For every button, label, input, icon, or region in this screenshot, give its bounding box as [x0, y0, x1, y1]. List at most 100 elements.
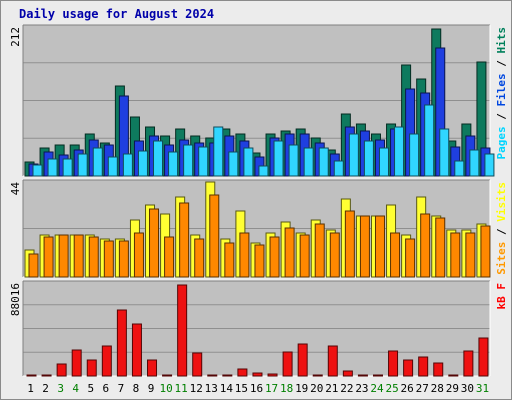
- x-tick-label: 7: [118, 382, 125, 395]
- y-max-label: 88016: [9, 283, 22, 316]
- legend-hits: Hits: [495, 27, 508, 54]
- bar-sites-day-undefined: [194, 238, 205, 278]
- legend: Sites / Visits: [495, 182, 508, 275]
- bar-kbytes-day-undefined: [237, 368, 248, 377]
- bar-pages-day-15: [243, 147, 254, 177]
- x-tick-label: 20: [310, 382, 323, 395]
- bar-sites-day-undefined: [118, 240, 129, 278]
- bar-pages-day-31: [484, 153, 495, 177]
- bar-pages-day-2: [47, 158, 58, 177]
- panel-2: 44 Sites / Visits: [9, 179, 508, 278]
- bar-kbytes-day-undefined: [448, 374, 459, 377]
- bar-kbytes-day-undefined: [327, 345, 338, 377]
- chart-title: Daily usage for August 2024: [19, 7, 214, 21]
- bar-pages-day-14: [228, 151, 239, 177]
- bar-pages-day-29: [454, 160, 465, 177]
- x-tick-label: 26: [401, 382, 414, 395]
- legend-separator: /: [495, 54, 508, 74]
- bar-sites-day-undefined: [254, 244, 265, 278]
- bar-kbytes-day-undefined: [267, 373, 278, 377]
- bar-pages-day-23: [363, 140, 374, 177]
- bar-sites-day-undefined: [299, 234, 310, 278]
- bar-pages-day-5: [92, 147, 103, 177]
- x-tick-label: 24: [370, 382, 384, 395]
- x-tick-label: 17: [265, 382, 278, 395]
- bar-sites-day-undefined: [284, 227, 295, 278]
- x-tick-label: 15: [235, 382, 248, 395]
- bar-pages-day-3: [62, 158, 73, 177]
- bar-sites-day-undefined: [103, 240, 114, 278]
- bar-pages-day-24: [378, 147, 389, 177]
- bar-kbytes-day-undefined: [162, 374, 173, 377]
- bar-kbytes-day-undefined: [388, 350, 399, 377]
- bar-sites-day-undefined: [73, 234, 84, 278]
- bar-sites-day-undefined: [224, 242, 235, 278]
- x-tick-label: 19: [295, 382, 308, 395]
- bar-kbytes-day-undefined: [192, 352, 203, 377]
- x-tick-label: 18: [280, 382, 293, 395]
- bar-pages-day-9: [153, 140, 164, 177]
- x-tick-label: 2: [42, 382, 49, 395]
- legend-kbytes: kB F: [495, 283, 508, 310]
- bar-sites-day-undefined: [465, 232, 476, 278]
- y-max-label: 44: [9, 182, 22, 196]
- bar-kbytes-day-undefined: [312, 374, 323, 377]
- x-tick-label: 16: [250, 382, 263, 395]
- bar-sites-day-undefined: [209, 194, 220, 278]
- legend-separator: /: [495, 222, 508, 242]
- bar-kbytes-day-undefined: [147, 359, 158, 377]
- bar-kbytes-day-undefined: [297, 343, 308, 377]
- x-tick-label: 23: [355, 382, 368, 395]
- x-tick-label: 27: [416, 382, 429, 395]
- bar-pages-day-6: [107, 156, 118, 177]
- x-tick-label: 21: [325, 382, 338, 395]
- bar-sites-day-undefined: [359, 215, 370, 278]
- bar-pages-day-27: [424, 104, 435, 177]
- bar-pages-day-21: [333, 160, 344, 177]
- bar-kbytes-day-undefined: [463, 350, 474, 377]
- x-tick-label: 29: [446, 382, 459, 395]
- bar-pages-day-1: [32, 164, 43, 177]
- bar-sites-day-undefined: [390, 232, 401, 278]
- bar-sites-day-undefined: [88, 236, 99, 278]
- bar-pages-day-20: [318, 147, 329, 177]
- bar-sites-day-undefined: [480, 225, 491, 278]
- bar-sites-day-undefined: [164, 236, 175, 278]
- x-tick-label: 12: [190, 382, 203, 395]
- x-tick-label: 25: [385, 382, 398, 395]
- legend-separator: /: [495, 107, 508, 127]
- bar-kbytes-day-undefined: [403, 359, 414, 377]
- panel-1: 212 Pages / Files / Hits: [9, 24, 508, 177]
- bar-kbytes-day-undefined: [56, 363, 67, 377]
- bar-sites-day-undefined: [149, 208, 160, 278]
- bar-sites-day-undefined: [179, 202, 190, 278]
- bar-kbytes-day-undefined: [433, 362, 444, 377]
- bar-kbytes-day-undefined: [177, 284, 188, 377]
- legend-pages: Pages: [495, 126, 508, 159]
- bar-kbytes-day-undefined: [71, 349, 82, 377]
- y-max-label: 212: [9, 27, 22, 47]
- bar-kbytes-day-undefined: [86, 359, 97, 377]
- bar-pages-day-16: [258, 165, 269, 177]
- bar-kbytes-day-undefined: [342, 370, 353, 377]
- legend-files: Files: [495, 73, 508, 106]
- x-tick-label: 4: [72, 382, 79, 395]
- x-tick-label: 11: [175, 382, 188, 395]
- bar-pages-day-4: [77, 153, 88, 177]
- bar-kbytes-day-undefined: [252, 372, 263, 377]
- bar-pages-day-26: [409, 133, 420, 177]
- bar-pages-day-7: [122, 153, 133, 177]
- bar-kbytes-day-undefined: [282, 351, 293, 377]
- x-tick-label: 6: [103, 382, 110, 395]
- bar-pages-day-12: [198, 146, 209, 177]
- bar-pages-day-18: [288, 144, 299, 177]
- x-tick-label: 8: [133, 382, 140, 395]
- bar-pages-day-17: [273, 140, 284, 177]
- legend: kB F: [495, 283, 508, 310]
- bar-pages-day-25: [394, 126, 405, 177]
- bar-pages-day-8: [137, 150, 148, 177]
- bar-sites-day-undefined: [28, 253, 39, 278]
- bar-kbytes-day-undefined: [418, 356, 429, 377]
- bar-sites-day-undefined: [329, 232, 340, 278]
- x-tick-label: 3: [57, 382, 64, 395]
